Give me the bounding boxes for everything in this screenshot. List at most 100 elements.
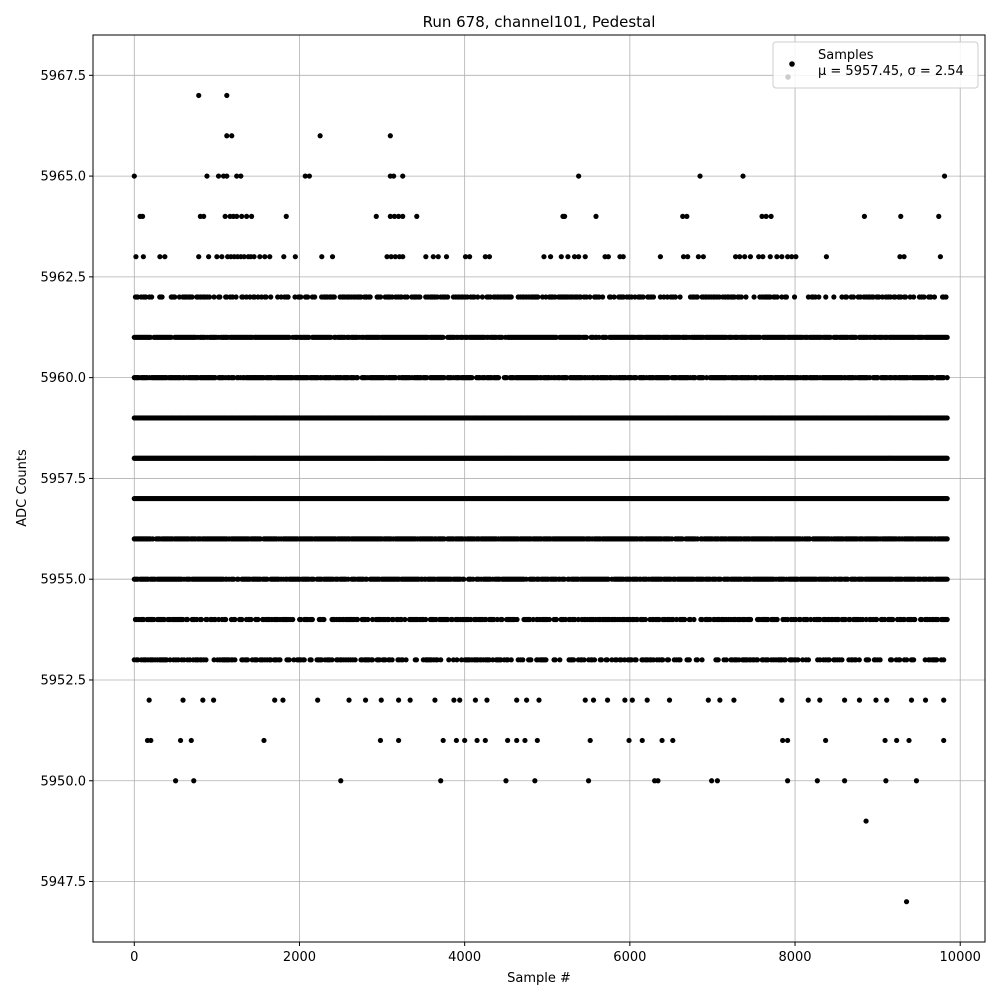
- data-point: [586, 778, 591, 783]
- data-point: [268, 294, 273, 299]
- data-point: [824, 254, 829, 259]
- data-point: [319, 254, 324, 259]
- data-point: [305, 294, 310, 299]
- data-point: [162, 254, 167, 259]
- data-point: [298, 294, 303, 299]
- data-point: [873, 698, 878, 703]
- data-point: [147, 698, 152, 703]
- data-point: [217, 294, 222, 299]
- data-point: [484, 698, 489, 703]
- data-point: [901, 254, 906, 259]
- data-point: [742, 254, 747, 259]
- data-point: [588, 738, 593, 743]
- data-point: [469, 375, 474, 380]
- data-point: [178, 738, 183, 743]
- data-point: [548, 254, 553, 259]
- data-point: [941, 698, 946, 703]
- data-point: [132, 173, 137, 178]
- data-point: [280, 698, 285, 703]
- data-point: [658, 254, 663, 259]
- data-point: [261, 738, 266, 743]
- data-point: [196, 254, 201, 259]
- data-point: [945, 536, 950, 541]
- data-point: [487, 254, 492, 259]
- data-point: [815, 778, 820, 783]
- data-point: [432, 698, 437, 703]
- data-point: [473, 698, 478, 703]
- data-point: [851, 294, 856, 299]
- data-point: [483, 738, 488, 743]
- data-point: [717, 698, 722, 703]
- data-point: [451, 698, 456, 703]
- data-point: [621, 254, 626, 259]
- data-point: [706, 698, 711, 703]
- data-point: [938, 254, 943, 259]
- data-point: [882, 738, 887, 743]
- data-point: [159, 294, 164, 299]
- data-point: [943, 294, 948, 299]
- data-point: [374, 214, 379, 219]
- data-point: [883, 778, 888, 783]
- data-point: [462, 738, 467, 743]
- data-point: [444, 254, 449, 259]
- data-point: [454, 738, 459, 743]
- data-point: [173, 778, 178, 783]
- data-point: [363, 698, 368, 703]
- data-point: [355, 375, 360, 380]
- data-point: [695, 294, 700, 299]
- data-point: [768, 214, 773, 219]
- data-point: [823, 294, 828, 299]
- data-point: [262, 254, 267, 259]
- data-point: [640, 294, 645, 299]
- data-point: [388, 133, 393, 138]
- data-point: [207, 294, 212, 299]
- data-point: [806, 698, 811, 703]
- data-point: [496, 375, 501, 380]
- data-point: [509, 294, 514, 299]
- data-point: [583, 254, 588, 259]
- data-point: [583, 698, 588, 703]
- data-point: [378, 294, 383, 299]
- data-point: [739, 294, 744, 299]
- data-point: [780, 738, 785, 743]
- data-point: [600, 294, 605, 299]
- data-point: [715, 778, 720, 783]
- data-point: [532, 778, 537, 783]
- data-point: [379, 698, 384, 703]
- data-point: [157, 254, 162, 259]
- data-point: [785, 778, 790, 783]
- data-point: [400, 254, 405, 259]
- data-point: [330, 254, 335, 259]
- data-point: [200, 698, 205, 703]
- data-point: [945, 415, 950, 420]
- data-point: [414, 214, 419, 219]
- data-point: [251, 254, 256, 259]
- data-point: [774, 254, 779, 259]
- data-point: [474, 738, 479, 743]
- data-point: [204, 173, 209, 178]
- data-point: [941, 738, 946, 743]
- data-point: [584, 335, 589, 340]
- data-point: [942, 173, 947, 178]
- data-point: [606, 254, 611, 259]
- data-point: [945, 496, 950, 501]
- data-point: [923, 698, 928, 703]
- data-point: [673, 294, 678, 299]
- data-point: [378, 738, 383, 743]
- data-point: [792, 294, 797, 299]
- data-point: [911, 294, 916, 299]
- data-point: [423, 254, 428, 259]
- data-point: [591, 698, 596, 703]
- data-point: [141, 254, 146, 259]
- data-point: [565, 254, 570, 259]
- data-point: [816, 294, 821, 299]
- data-point: [216, 173, 221, 178]
- data-point: [898, 214, 903, 219]
- data-point: [307, 173, 312, 178]
- data-point: [211, 698, 216, 703]
- data-point: [605, 698, 610, 703]
- data-point: [793, 254, 798, 259]
- data-point: [936, 214, 941, 219]
- data-point: [514, 738, 519, 743]
- data-point: [346, 698, 351, 703]
